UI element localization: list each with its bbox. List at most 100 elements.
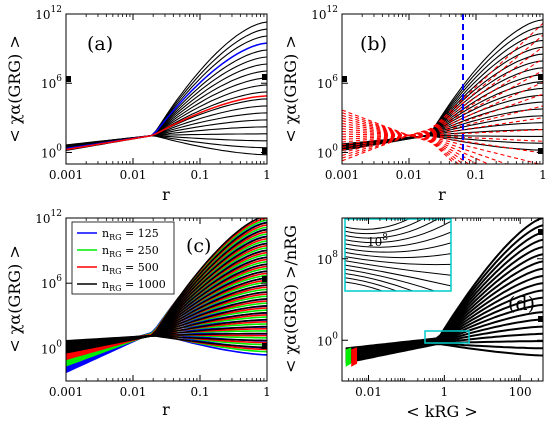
panel-d: 108 0.01 1 100 100 108 (d) < kRG > < χα(GRG)… [281, 217, 544, 421]
panel-b-marker-right [538, 74, 543, 80]
panel-a-marker-left [66, 76, 71, 82]
panel-b-label: (b) [360, 33, 387, 55]
x-tick-label: 1 [441, 385, 449, 399]
panel-d-green-segment [345, 347, 352, 367]
panel-a-red-curve [66, 95, 267, 151]
inset-curve [345, 264, 451, 287]
y-tick-label: 108 [317, 250, 338, 267]
panel-b-red-dashed-curve [342, 133, 543, 142]
y-tick-label: 100 [41, 143, 62, 160]
y-tick-label: 1012 [35, 209, 62, 226]
panel-b-frame [341, 13, 544, 165]
panel-b-marker-right-low [538, 148, 543, 154]
panel-d-red-segment [351, 347, 358, 367]
inset-curve [345, 256, 451, 266]
x-tick-label: 0.1 [190, 385, 209, 399]
x-tick-label: 0.01 [120, 168, 147, 182]
inset-curve [345, 220, 451, 244]
panel-b-red-dashed-curve [342, 22, 543, 162]
y-tick-label: 1012 [35, 5, 62, 22]
legend-label: nRG = 250 [102, 244, 159, 259]
inset-tick-label: 108 [367, 233, 388, 249]
inset-curve [345, 231, 451, 248]
panel-b-red-dashed-curve [342, 125, 509, 164]
panel-a-label: (a) [87, 33, 113, 55]
y-tick-label: 100 [317, 143, 338, 160]
inset-curves [345, 219, 451, 291]
y-tick-label: 100 [317, 331, 338, 348]
panel-b-red-dashed-curve [342, 128, 543, 138]
panel-c-marker-right-low [262, 343, 267, 349]
panel-b-red-dashed-curve [342, 109, 456, 164]
inset-curve [345, 281, 384, 291]
panel-c-frame [65, 217, 268, 382]
panel-a: 0.001 0.01 0.1 1 100 106 1012 (a) r < χα(GRG) … [5, 5, 271, 204]
panel-a-frame [65, 13, 268, 165]
inset-curve [345, 277, 398, 291]
panel-b-ylabel: < χα(GRG) > [281, 35, 300, 143]
panel-a-ylabel: < χα(GRG) > [5, 35, 24, 143]
y-tick-label: 100 [41, 339, 62, 356]
inset-curve [345, 242, 451, 253]
panel-d-ticks: 0.01 1 100 100 108 [317, 218, 544, 399]
panel-b-red-dashed-curve [342, 93, 543, 146]
x-tick-label: 0.01 [396, 168, 423, 182]
x-tick-label: 0.1 [466, 168, 485, 182]
panel-a-marker-right [262, 74, 267, 80]
inset-curve [345, 273, 415, 291]
panel-b-curves [342, 19, 543, 164]
panel-b-red-dashed-curve [342, 34, 543, 159]
legend-box [71, 221, 175, 295]
panel-c-ylabel: < χα(GRG) > [5, 245, 24, 353]
panel-b-red-dashed-curve [342, 46, 543, 157]
panel-b-red-dashed-curve [342, 128, 542, 164]
panel-d-marker-right [538, 229, 543, 235]
panel-a-marker-right-low [262, 148, 267, 154]
y-tick-label: 106 [317, 74, 338, 91]
panel-d-curve [345, 343, 543, 364]
panel-c-legend: nRG = 125 nRG = 250 nRG = 500 nRG = 1000 [71, 221, 175, 295]
legend-label: nRG = 1000 [102, 278, 166, 293]
panel-b-red-dashed-curve [342, 114, 464, 164]
inset-curve [345, 251, 451, 259]
y-tick-label: 106 [41, 74, 62, 91]
panel-c-label: (c) [186, 235, 211, 257]
panel-c: 0.001 0.01 0.1 1 100 106 1012 nRG = 125 nRG = 2… [5, 209, 271, 419]
x-tick-label: 100 [509, 385, 532, 399]
panel-d-xlabel: < kRG > [406, 402, 478, 421]
inset-curve [345, 268, 437, 291]
inset-curve [345, 260, 451, 276]
panel-b-xlabel: r [438, 185, 446, 204]
panel-b-marker-left [342, 76, 347, 82]
panel-b-ticks: 0.001 0.01 0.1 1 100 106 1012 [311, 5, 547, 182]
panel-b-red-dashed-curve [342, 112, 460, 164]
panel-d-label: (d) [508, 293, 535, 315]
x-tick-label: 0.001 [49, 168, 83, 182]
panel-c-xlabel: r [162, 400, 170, 419]
panel-d-inset: 108 [344, 218, 452, 292]
inset-curve [345, 219, 424, 235]
panel-d-zoom-box [424, 330, 470, 344]
x-tick-label: 0.001 [325, 168, 359, 182]
legend-label: nRG = 125 [102, 227, 159, 242]
x-tick-label: 0.1 [190, 168, 209, 182]
panel-c-marker-right [262, 276, 267, 282]
panel-a-curves [66, 21, 267, 156]
inset-curve [345, 219, 410, 230]
x-tick-label: 1 [263, 385, 271, 399]
panel-b: 0.001 0.01 0.1 1 100 106 1012 (b) r < χα(GRG) … [281, 5, 547, 204]
panel-b-red-dashed-curve [342, 117, 543, 140]
panel-b-red-dashed-curve [342, 130, 543, 154]
x-tick-label: 1 [263, 168, 271, 182]
legend-label: nRG = 500 [102, 261, 159, 276]
panel-a-ticks: 0.001 0.01 0.1 1 100 106 1012 [35, 5, 271, 182]
panel-d-marker-right-low [538, 316, 543, 322]
legend-entries: nRG = 125 nRG = 250 nRG = 500 nRG = 1000 [77, 227, 166, 293]
panel-a-xlabel: r [162, 185, 170, 204]
y-tick-label: 1012 [311, 5, 338, 22]
panel-b-red-dashed-curve [342, 117, 470, 164]
panel-b-red-dashed-curve [342, 81, 543, 148]
x-tick-label: 0.01 [120, 385, 147, 399]
panel-b-red-dashed-curve [342, 105, 543, 143]
